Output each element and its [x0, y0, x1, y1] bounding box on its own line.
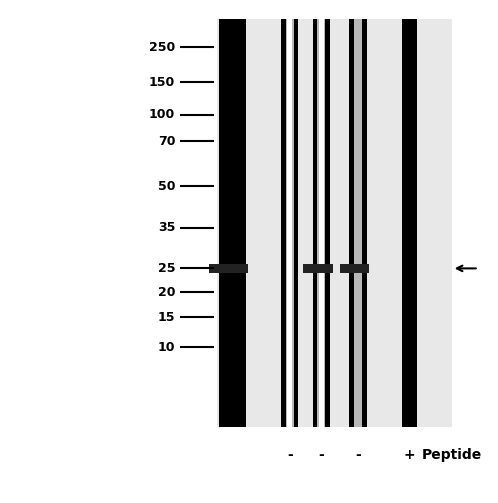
- Text: -: -: [355, 448, 361, 462]
- Text: +: +: [404, 448, 415, 462]
- Bar: [219, 19, 246, 427]
- Bar: [402, 19, 416, 427]
- Bar: [354, 19, 362, 427]
- Text: 10: 10: [158, 341, 175, 354]
- Bar: [313, 19, 330, 427]
- Bar: [349, 19, 367, 427]
- Bar: [287, 19, 292, 427]
- Bar: [317, 19, 325, 427]
- Text: 100: 100: [149, 108, 175, 121]
- Text: -: -: [319, 448, 324, 462]
- Text: 70: 70: [158, 135, 175, 148]
- Text: 50: 50: [158, 180, 175, 193]
- Text: 20: 20: [158, 286, 175, 299]
- Bar: [319, 19, 324, 427]
- Bar: [217, 19, 452, 427]
- Text: -: -: [287, 448, 292, 462]
- Bar: [281, 19, 298, 427]
- Text: 25: 25: [158, 262, 175, 275]
- Bar: [303, 264, 333, 273]
- Text: 35: 35: [158, 221, 175, 234]
- Bar: [209, 264, 249, 273]
- Bar: [340, 264, 370, 273]
- Bar: [286, 19, 294, 427]
- Text: 15: 15: [158, 311, 175, 324]
- Text: 150: 150: [149, 75, 175, 89]
- Text: Peptide: Peptide: [422, 448, 482, 462]
- Text: 250: 250: [149, 41, 175, 54]
